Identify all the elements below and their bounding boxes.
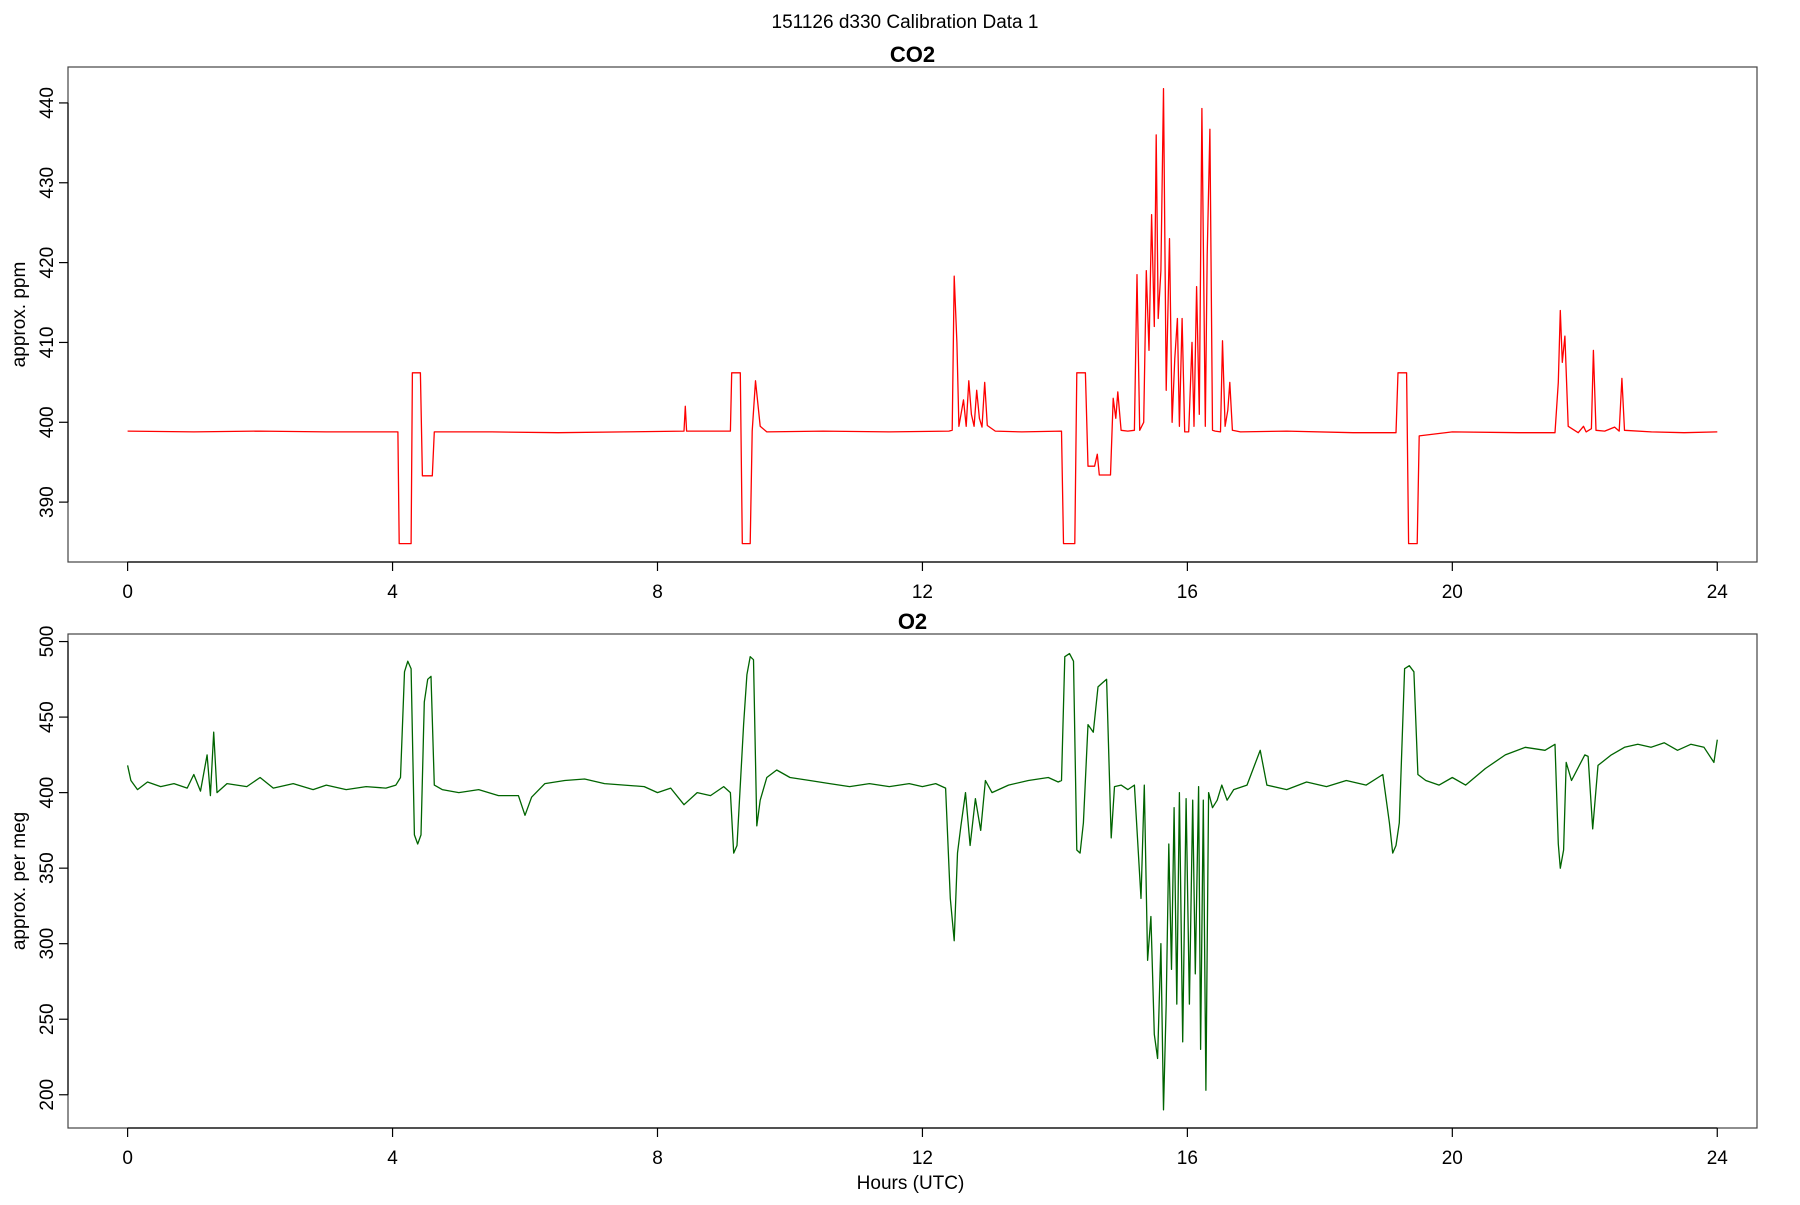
panel-2-x-tick-label-4: 4	[387, 1148, 398, 1169]
panel-2-y-tick-label-500: 500	[37, 626, 58, 658]
panel-2-y-tick-label-450: 450	[37, 701, 58, 733]
panel-1-x-tick-label-4: 4	[387, 582, 398, 603]
panel-1-y-tick-label-400: 400	[37, 406, 58, 438]
panel-1-x-tick-label-0: 0	[122, 582, 133, 603]
panel-2-x-tick-label-8: 8	[652, 1148, 663, 1169]
panel-1-y-tick-label-410: 410	[37, 327, 58, 359]
panel-2-x-axis-label: Hours (UTC)	[857, 1173, 965, 1194]
panel-2-x-tick-label-20: 20	[1442, 1148, 1463, 1169]
panel-1-y-axis-label: approx. ppm	[9, 262, 30, 368]
panel-2-y-tick-label-250: 250	[37, 1003, 58, 1035]
panel-2-x-tick-label-24: 24	[1707, 1148, 1729, 1169]
panel-1-plot-frame	[67, 66, 1758, 563]
panel-1-title: CO2	[890, 42, 935, 67]
panel-2-plot-frame	[67, 633, 1758, 1129]
panel-1-x-tick-label-20: 20	[1442, 582, 1463, 603]
panel-2-x-tick-label-12: 12	[912, 1148, 933, 1169]
panel-1-x-tick-label-8: 8	[652, 582, 663, 603]
panel-2-x-tick-label-16: 16	[1177, 1148, 1198, 1169]
panel-1-y-tick-label-420: 420	[37, 247, 58, 279]
panel-1-y-tick-label-440: 440	[37, 87, 58, 119]
panel-1-x-tick-label-12: 12	[912, 582, 933, 603]
panel-1-series-line-1	[127, 87, 1718, 545]
panel-2-series-line-1	[126, 652, 1718, 1111]
panel-2-x-tick-label-0: 0	[122, 1148, 133, 1169]
panel-2-y-tick-label-300: 300	[37, 928, 58, 960]
panel-2-y-tick-label-200: 200	[37, 1079, 58, 1111]
panel-2-y-tick-label-350: 350	[37, 852, 58, 884]
panel-2-y-axis-label: approx. per meg	[9, 812, 30, 950]
panel-1-x-tick-label-16: 16	[1177, 582, 1198, 603]
panel-2-title: O2	[898, 609, 927, 634]
panel-1-y-tick-label-430: 430	[37, 167, 58, 199]
panel-2-y-tick-label-400: 400	[37, 777, 58, 809]
figure-title: 151126 d330 Calibration Data 1	[772, 12, 1039, 33]
panel-1-x-tick-label-24: 24	[1707, 582, 1729, 603]
panel-1-y-tick-label-390: 390	[37, 486, 58, 518]
